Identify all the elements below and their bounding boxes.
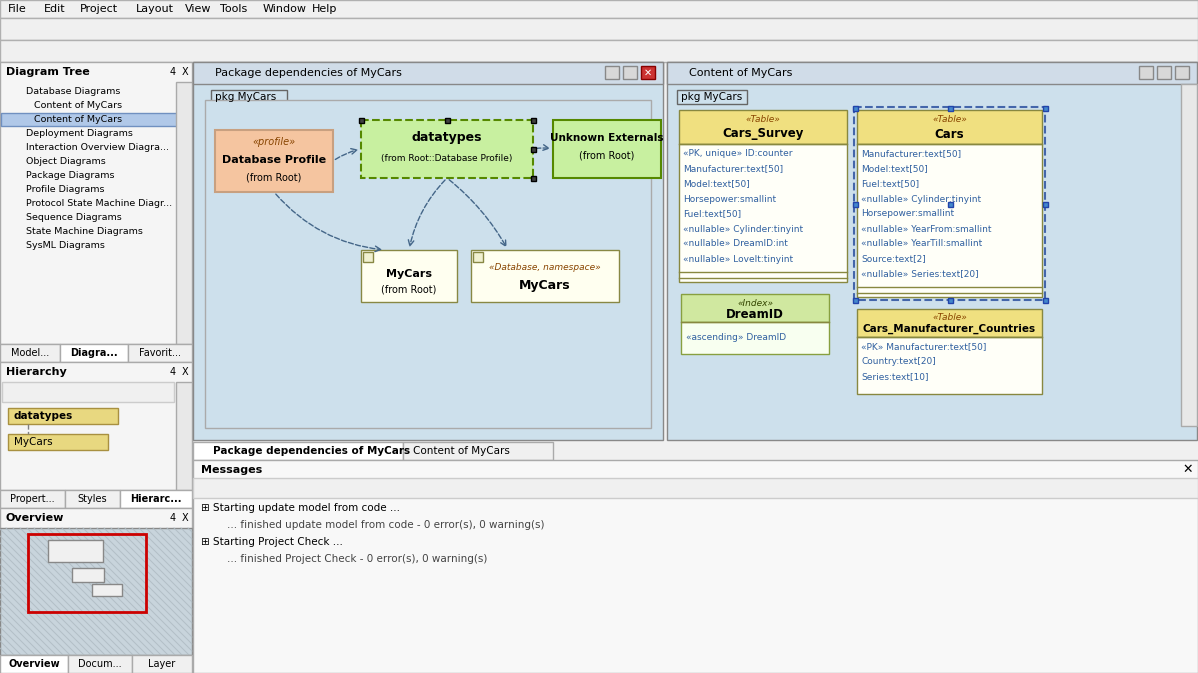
FancyBboxPatch shape	[60, 344, 128, 362]
Text: Tools: Tools	[220, 4, 248, 14]
Text: View: View	[184, 4, 211, 14]
FancyBboxPatch shape	[857, 110, 1042, 144]
Text: «profile»: «profile»	[253, 137, 296, 147]
FancyBboxPatch shape	[473, 252, 483, 262]
FancyBboxPatch shape	[2, 382, 174, 402]
Text: Package dependencies of MyCars: Package dependencies of MyCars	[214, 68, 401, 78]
Text: «nullable» YearTill:smallint: «nullable» YearTill:smallint	[861, 240, 982, 248]
Text: Cars: Cars	[934, 127, 964, 141]
Text: Window: Window	[264, 4, 307, 14]
Text: «nullable» LoveIt:tinyint: «nullable» LoveIt:tinyint	[683, 254, 793, 264]
FancyBboxPatch shape	[176, 382, 192, 490]
Text: «nullable» Cylinder:tinyint: «nullable» Cylinder:tinyint	[683, 225, 803, 234]
FancyBboxPatch shape	[214, 130, 333, 192]
Text: Overview: Overview	[6, 513, 65, 523]
Text: Series:text[10]: Series:text[10]	[861, 372, 928, 382]
Text: 4: 4	[170, 367, 176, 377]
FancyBboxPatch shape	[48, 540, 103, 562]
Text: Help: Help	[311, 4, 338, 14]
Text: Fuel:text[50]: Fuel:text[50]	[683, 209, 742, 219]
FancyBboxPatch shape	[667, 62, 1197, 84]
Text: «Index»: «Index»	[737, 299, 773, 308]
FancyBboxPatch shape	[128, 344, 192, 362]
Text: «PK» Manufacturer:text[50]: «PK» Manufacturer:text[50]	[861, 343, 986, 351]
Text: Styles: Styles	[77, 494, 107, 504]
FancyBboxPatch shape	[0, 0, 1198, 18]
Text: Model...: Model...	[11, 348, 49, 358]
FancyBboxPatch shape	[1043, 298, 1048, 303]
Text: ... finished Project Check - 0 error(s), 0 warning(s): ... finished Project Check - 0 error(s),…	[201, 554, 488, 564]
FancyBboxPatch shape	[531, 176, 536, 181]
Text: pkg MyCars: pkg MyCars	[680, 92, 743, 102]
FancyBboxPatch shape	[679, 144, 847, 282]
FancyBboxPatch shape	[679, 110, 847, 144]
Text: Diagra...: Diagra...	[71, 348, 117, 358]
FancyBboxPatch shape	[948, 298, 952, 303]
FancyBboxPatch shape	[948, 106, 952, 111]
Text: (from Root): (from Root)	[247, 173, 302, 183]
Text: (from Root): (from Root)	[381, 285, 437, 295]
Text: «nullable» Cylinder:tinyint: «nullable» Cylinder:tinyint	[861, 194, 981, 203]
Text: 4: 4	[170, 513, 176, 523]
FancyBboxPatch shape	[120, 490, 192, 508]
Text: Cars_Manufacturer_Countries: Cars_Manufacturer_Countries	[863, 324, 1036, 334]
FancyBboxPatch shape	[193, 62, 662, 440]
Text: X: X	[182, 367, 188, 377]
Text: Content of MyCars: Content of MyCars	[689, 68, 792, 78]
Text: ✕: ✕	[1182, 462, 1193, 476]
FancyBboxPatch shape	[853, 298, 858, 303]
FancyBboxPatch shape	[531, 118, 536, 123]
Text: Layout: Layout	[135, 4, 174, 14]
Text: ⊞ Starting Project Check ...: ⊞ Starting Project Check ...	[201, 537, 343, 547]
FancyBboxPatch shape	[1, 113, 190, 126]
FancyBboxPatch shape	[92, 584, 122, 596]
Text: MyCars: MyCars	[14, 437, 53, 447]
FancyBboxPatch shape	[0, 18, 1198, 40]
FancyBboxPatch shape	[680, 294, 829, 322]
Text: Interaction Overview Diagra...: Interaction Overview Diagra...	[26, 143, 169, 151]
FancyBboxPatch shape	[1175, 66, 1188, 79]
Text: DreamID: DreamID	[726, 308, 783, 320]
FancyBboxPatch shape	[0, 344, 60, 362]
Text: Database Diagrams: Database Diagrams	[26, 87, 120, 96]
FancyBboxPatch shape	[853, 106, 858, 111]
Text: Sequence Diagrams: Sequence Diagrams	[26, 213, 122, 221]
FancyBboxPatch shape	[132, 655, 192, 673]
FancyBboxPatch shape	[193, 460, 1198, 673]
Text: Protocol State Machine Diagr...: Protocol State Machine Diagr...	[26, 199, 173, 207]
Text: SysML Diagrams: SysML Diagrams	[26, 240, 105, 250]
Text: Unknown Externals: Unknown Externals	[550, 133, 664, 143]
FancyBboxPatch shape	[193, 442, 403, 460]
Text: datatypes: datatypes	[14, 411, 73, 421]
Text: Cars_Survey: Cars_Survey	[722, 127, 804, 141]
Text: «nullable» DreamID:int: «nullable» DreamID:int	[683, 240, 788, 248]
FancyBboxPatch shape	[1181, 84, 1197, 426]
Text: Project: Project	[80, 4, 119, 14]
Text: Edit: Edit	[44, 4, 66, 14]
Text: 4: 4	[170, 67, 176, 77]
FancyBboxPatch shape	[857, 309, 1042, 337]
Text: Manufacturer:text[50]: Manufacturer:text[50]	[683, 164, 783, 174]
Text: Package Diagrams: Package Diagrams	[26, 170, 115, 180]
FancyBboxPatch shape	[0, 490, 65, 508]
FancyBboxPatch shape	[361, 250, 456, 302]
Text: Object Diagrams: Object Diagrams	[26, 157, 105, 166]
Text: pkg MyCars: pkg MyCars	[214, 92, 277, 102]
Text: Country:text[20]: Country:text[20]	[861, 357, 936, 367]
FancyBboxPatch shape	[193, 62, 662, 84]
FancyBboxPatch shape	[0, 40, 1198, 62]
Text: «nullable» YearFrom:smallint: «nullable» YearFrom:smallint	[861, 225, 992, 234]
Text: File: File	[8, 4, 26, 14]
Text: Deployment Diagrams: Deployment Diagrams	[26, 129, 133, 137]
Text: Horsepower:smallint: Horsepower:smallint	[861, 209, 954, 219]
Text: Database Profile: Database Profile	[222, 155, 326, 165]
FancyBboxPatch shape	[1139, 66, 1152, 79]
FancyBboxPatch shape	[8, 434, 108, 450]
FancyBboxPatch shape	[948, 201, 952, 207]
FancyBboxPatch shape	[1043, 106, 1048, 111]
FancyBboxPatch shape	[677, 90, 748, 104]
FancyBboxPatch shape	[0, 62, 192, 344]
Text: Model:text[50]: Model:text[50]	[861, 164, 927, 174]
FancyBboxPatch shape	[623, 66, 637, 79]
